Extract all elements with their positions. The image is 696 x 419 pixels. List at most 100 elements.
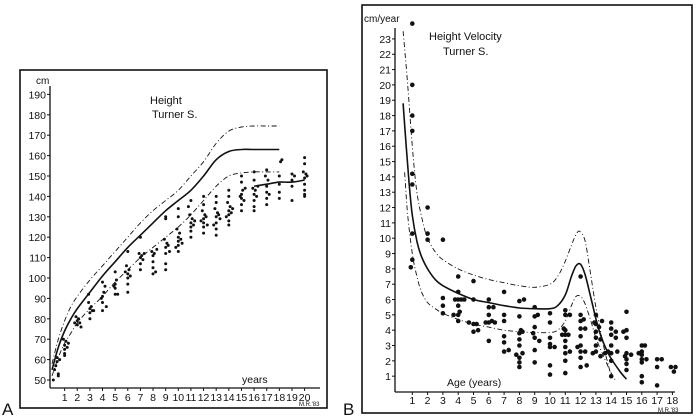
panel-b-data-point — [563, 308, 568, 313]
panel-a-data-point — [252, 170, 256, 174]
panel-b-credit: M.R.'83 — [658, 408, 679, 414]
panel-b-data-point — [517, 343, 522, 348]
panel-a-data-point — [138, 268, 142, 272]
panel-b-data-point — [475, 327, 481, 333]
panel-b-data-point — [561, 326, 567, 331]
panel-b-data-point — [582, 326, 588, 331]
panel-a-data-point — [112, 284, 116, 288]
panel-a-data-point — [189, 199, 193, 202]
panel-b-data-point — [466, 320, 472, 325]
panel-b-data-point — [563, 344, 568, 350]
panel-b-y-tick-label: 23 — [379, 34, 391, 46]
panel-b-y-tick-label: 5 — [385, 310, 391, 322]
panel-b-data-point — [636, 350, 641, 356]
panel-b-data-point — [517, 314, 522, 319]
panel-a-data-point — [242, 199, 246, 202]
panel-a-y-tick-label: 90 — [34, 293, 46, 305]
panel-b-data-point — [644, 357, 649, 362]
panel-a-y-tick-label: 150 — [28, 171, 46, 183]
panel-b-data-point — [624, 335, 629, 341]
panel-b-data-point — [486, 338, 492, 344]
panel-a-x-tick-label: 4 — [100, 392, 106, 404]
panel-a-data-point — [176, 215, 180, 219]
panel-a-data-point — [113, 292, 117, 296]
panel-b-x-tick-label: 15 — [621, 395, 633, 407]
panel-b-data-point — [532, 324, 537, 330]
panel-b-curves — [402, 31, 628, 382]
panel-b-x-tick-label: 5 — [471, 395, 477, 407]
panel-b-data-point — [520, 329, 525, 335]
panel-a-data-point — [55, 356, 59, 360]
panel-a-data-point — [290, 172, 294, 176]
panel-b-data-point — [578, 274, 583, 279]
panel-a-data-point — [87, 292, 91, 296]
panel-a-data-point — [290, 178, 294, 182]
panel-a-data-point — [101, 309, 104, 313]
panel-a-data-point — [176, 243, 180, 247]
panel-b-data-point — [457, 309, 463, 315]
panel-b-data-point — [659, 357, 664, 362]
panel-b-data-point — [566, 332, 571, 338]
panel-a-data-point — [77, 317, 80, 321]
panel-b-data-point — [563, 312, 568, 318]
panel-b-subtitle: Turner S. — [443, 46, 488, 58]
panel-a-x-tick-label: 6 — [125, 392, 131, 404]
panel-a-data-point — [125, 264, 128, 268]
panel-b-data-point — [532, 335, 537, 341]
panel-a-data-point — [243, 186, 247, 190]
panel-a-y-tick-label: 190 — [28, 89, 46, 101]
panel-a-data-point — [202, 231, 206, 235]
panel-b-data-point — [581, 317, 586, 322]
panel-a-data-point — [277, 174, 281, 178]
panel-a-height-chart: A cm Height Turner S. years M.R.'83 50 60… — [2, 69, 328, 419]
panel-b-data-point — [608, 373, 614, 379]
panel-a-data-point — [266, 178, 270, 182]
panel-a-data-point — [214, 221, 218, 225]
panel-b-data-point — [615, 349, 620, 354]
panel-b-data-point — [425, 231, 430, 236]
panel-b-data-point — [410, 113, 415, 118]
panel-b-y-tick-label: 4 — [385, 325, 391, 337]
panel-b-data-point — [559, 332, 565, 338]
panel-b-title: Height Velocity — [429, 31, 502, 43]
panel-b-y-tick-label: 2 — [385, 356, 391, 368]
panel-b-data-point — [608, 343, 614, 348]
panel-a-data-point — [102, 290, 106, 294]
panel-a-data-point — [265, 168, 269, 172]
panel-b-data-point — [593, 335, 599, 341]
panel-a-data-point — [126, 290, 130, 294]
panel-b-data-point — [530, 330, 536, 336]
panel-b-data-point — [517, 337, 522, 342]
panel-b-data-point — [578, 349, 583, 354]
panel-a-data-point — [265, 196, 269, 200]
panel-a-data-point — [64, 339, 68, 343]
panel-b-frame — [361, 4, 693, 414]
panel-b-y-tick-label: 3 — [385, 341, 391, 353]
panel-a-data-point — [252, 199, 256, 202]
panel-a-data-point — [138, 262, 142, 266]
panel-b-data-point — [440, 237, 446, 242]
panel-b-data-point — [602, 350, 608, 356]
panel-b-data-point — [451, 312, 456, 318]
panel-a-curve-dashdot — [51, 125, 280, 364]
panel-a-curve-dashdot — [51, 171, 280, 377]
panel-a-data-point — [88, 311, 92, 315]
panel-b-data-point — [642, 343, 648, 348]
panel-a-title: Height — [150, 95, 182, 107]
panel-b-data-point — [624, 309, 629, 315]
panel-b-data-point — [578, 312, 583, 318]
panel-b-data-point — [471, 297, 476, 302]
panel-b-data-point — [608, 320, 614, 325]
panel-b-data-point — [567, 349, 573, 354]
panel-b-data-point — [584, 363, 589, 368]
panel-a-y-tick-label: 180 — [28, 110, 46, 122]
panel-b-y-tick-label: 1 — [385, 371, 391, 383]
panel-b-data-point — [520, 350, 525, 356]
panel-a-data-point — [128, 274, 132, 278]
panel-a-data-point — [227, 213, 231, 217]
panel-a-data-point — [164, 215, 168, 219]
panel-a-data-point — [229, 211, 233, 215]
panel-a-data-point — [53, 368, 56, 372]
panel-a-subtitle: Turner S. — [152, 109, 197, 121]
